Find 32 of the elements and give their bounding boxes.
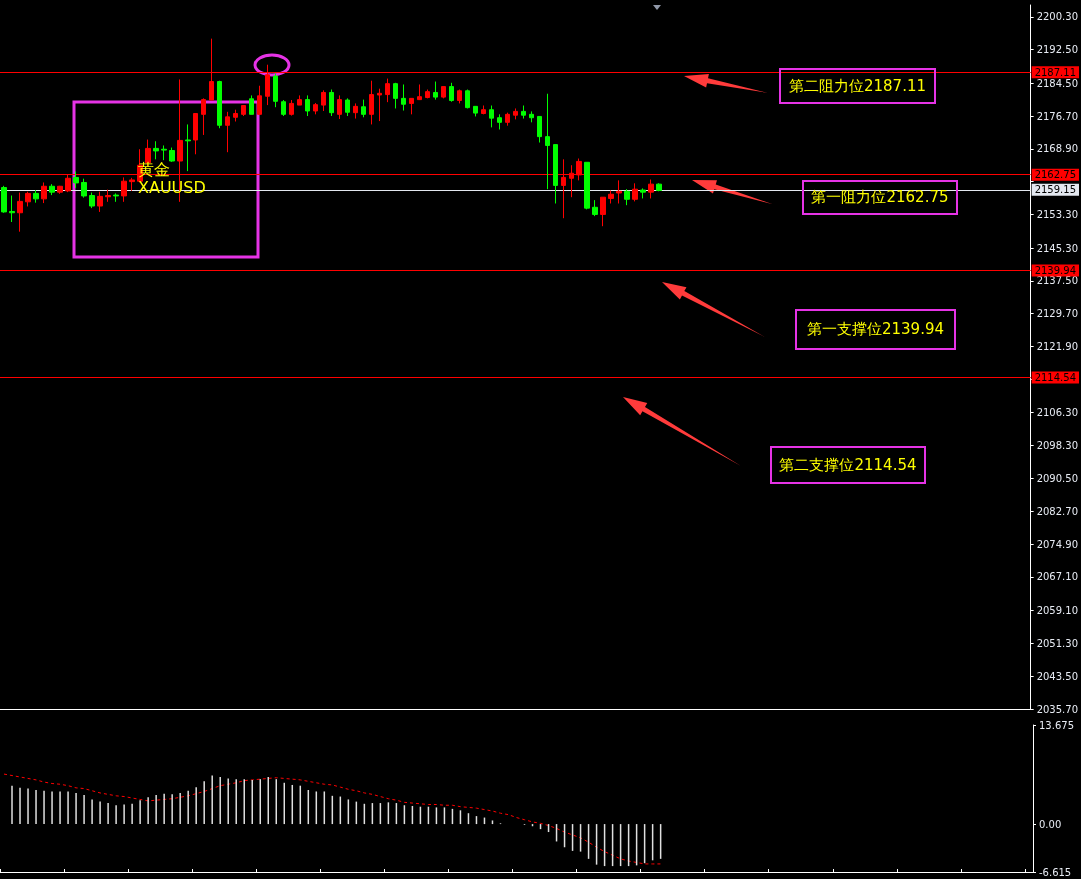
y-tick-label: 2051.30 [1036, 637, 1079, 649]
y-tick-label: 2200.30 [1036, 11, 1079, 23]
y-tick-label: 2059.10 [1036, 605, 1079, 617]
y-tick-label: 2043.50 [1036, 670, 1079, 682]
ref-line-label: 2159.15 [1034, 184, 1077, 196]
annotation: 第一阻力位2162.75 [802, 180, 958, 215]
y-tick-label: 2121.90 [1036, 340, 1079, 352]
y-tick-label: 2035.70 [1036, 703, 1079, 715]
ref-line-label: 2139.94 [1034, 265, 1077, 277]
y-tick-label: 2153.30 [1036, 208, 1079, 220]
annotation: 第一支撑位2139.94 [795, 309, 956, 350]
y-tick-label: -6.615 [1039, 866, 1072, 878]
y-tick-label: 2168.90 [1036, 143, 1079, 155]
annotation: 第二阻力位2187.11 [779, 68, 936, 104]
y-tick-label: 2090.50 [1036, 473, 1079, 485]
y-tick-label: 2098.30 [1036, 440, 1079, 452]
annotation: 第二支撑位2114.54 [770, 446, 926, 484]
y-tick-label: 2067.10 [1036, 571, 1079, 583]
y-tick-label: 2082.70 [1036, 505, 1079, 517]
ref-line-label: 2114.54 [1034, 371, 1077, 383]
y-tick-label: 2176.70 [1036, 110, 1079, 122]
y-tick-label: 2129.70 [1036, 308, 1079, 320]
y-tick-label: 2184.50 [1036, 77, 1079, 89]
y-tick-label: 2192.50 [1036, 44, 1079, 56]
y-tick-label: 2106.30 [1036, 406, 1079, 418]
ref-line-label: 2187.11 [1034, 66, 1077, 78]
y-tick-label: 0.00 [1039, 818, 1062, 830]
y-tick-label: 2137.50 [1036, 275, 1079, 287]
y-tick-label: 2074.90 [1036, 538, 1079, 550]
y-tick-label: 2145.30 [1036, 242, 1079, 254]
y-tick-label: 13.675 [1039, 719, 1074, 731]
ref-line-label: 2162.75 [1034, 169, 1077, 181]
